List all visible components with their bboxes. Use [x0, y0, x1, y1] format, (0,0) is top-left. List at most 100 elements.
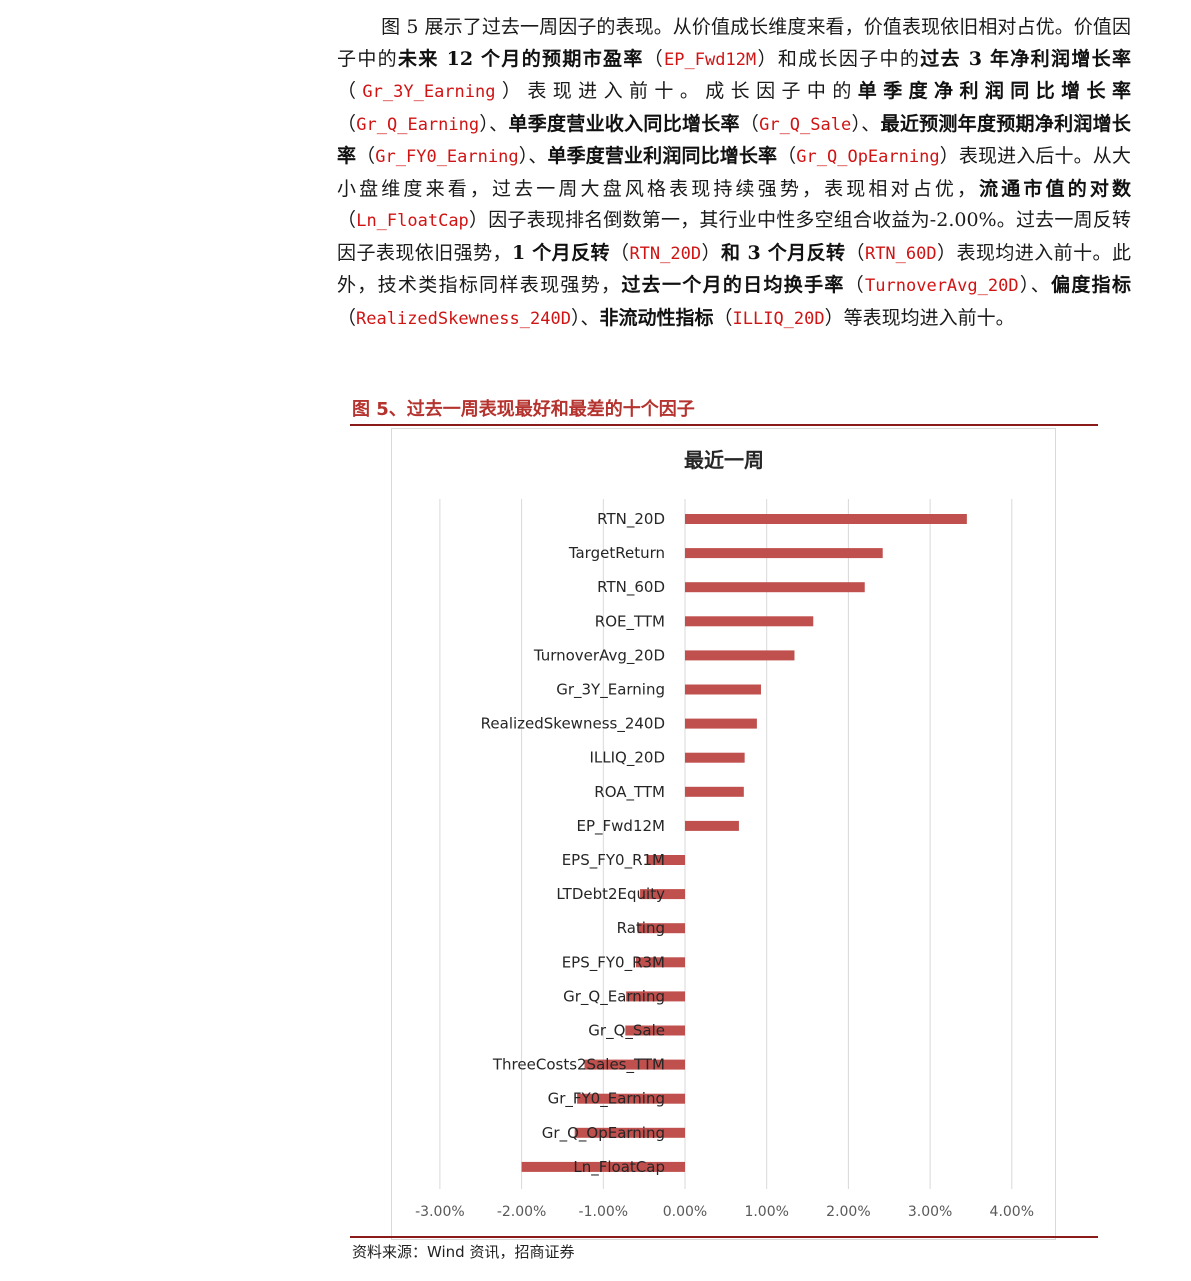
category-label: Gr_Q_OpEarning — [542, 1124, 665, 1143]
bar — [685, 684, 761, 695]
category-label: Gr_3Y_Earning — [556, 681, 665, 700]
text-run: ）因子表现排名倒数第一，其行业中性多空组合收益为-2.00%。过去一周反转因子表… — [337, 209, 1131, 264]
bold-factor-name: 过去一个月的日均换手率 — [621, 274, 845, 296]
text-run: （ — [337, 209, 357, 231]
text-run: （ — [337, 112, 357, 135]
bold-factor-name: 最近预测年度预期净利润增长率 — [337, 112, 1131, 168]
bar-chart: RTN_20D TargetReturn RTN_60D ROE_TTM Turnove… — [415, 448, 1034, 1220]
bold-factor-name: 和 3 个月反转 — [720, 241, 846, 264]
x-tick-label: 3.00% — [908, 1204, 952, 1220]
factor-code: EP_Fwd12M — [664, 49, 757, 70]
text-run: （ — [643, 47, 665, 70]
bar — [685, 718, 757, 729]
category-label: Gr_Q_Earning — [563, 987, 665, 1006]
source-note: 资料来源：Wind 资讯，招商证券 — [352, 1243, 575, 1261]
x-tick-label: 2.00% — [826, 1204, 870, 1220]
category-label: LTDebt2Equity — [556, 885, 665, 903]
grid-lines — [439, 499, 1013, 1189]
category-label: ROA_TTM — [594, 783, 665, 802]
figure-bottom-rule — [350, 1236, 1098, 1238]
factor-code: RTN_60D — [864, 243, 937, 264]
category-label: TurnoverAvg_20D — [533, 646, 665, 665]
text-run: ）、 — [518, 145, 548, 167]
factor-code: Gr_3Y_Earning — [362, 82, 496, 102]
category-label: TargetReturn — [568, 544, 665, 562]
figure-title: 图 5、过去一周表现最好和最差的十个因子 — [352, 399, 695, 420]
category-label: ROE_TTM — [595, 612, 665, 631]
bold-factor-name: 1 个月反转 — [511, 241, 610, 264]
bold-factor-name: 非流动性指标 — [599, 306, 714, 329]
figure-top-rule — [350, 424, 1098, 426]
category-label: Rating — [617, 919, 665, 937]
bar — [685, 752, 745, 763]
category-label: EPS_FY0_R3M — [562, 953, 665, 972]
x-tick-label: -2.00% — [497, 1204, 547, 1220]
bold-factor-name: 单季度营业收入同比增长率 — [508, 112, 740, 135]
chart-title: 最近一周 — [684, 448, 764, 472]
bar — [685, 582, 865, 593]
factor-code: Gr_Q_Earning — [356, 114, 480, 135]
bar — [521, 1161, 685, 1172]
bar — [685, 548, 883, 559]
category-label: EP_Fwd12M — [577, 817, 665, 836]
chart-frame: RTN_20D TargetReturn RTN_60D ROE_TTM Turnove… — [391, 428, 1056, 1240]
text-run: ）、 — [479, 112, 509, 135]
category-label: RealizedSkewness_240D — [481, 715, 665, 734]
text-run: ）、 — [851, 112, 881, 135]
factor-code: Gr_Q_OpEarning — [796, 147, 940, 167]
x-tick-label: 1.00% — [744, 1204, 788, 1220]
text-run: （ — [337, 80, 363, 102]
text-run: ）、 — [570, 306, 600, 329]
factor-code: Gr_FY0_Earning — [375, 147, 519, 167]
category-label: RTN_60D — [597, 578, 665, 597]
bar — [646, 855, 685, 865]
bold-factor-name: 过去 3 年净利润增长率 — [920, 47, 1131, 70]
factor-code: Ln_FloatCap — [356, 211, 469, 231]
bar — [574, 1127, 685, 1138]
bar — [577, 1093, 685, 1104]
text-run: ）和成长因子中的 — [756, 47, 921, 70]
bar — [640, 889, 685, 900]
factor-code: ILLIQ_20D — [732, 308, 825, 329]
x-tick-labels: -3.00% -2.00% -1.00% 0.00% 1.00% 2.00% 3.00% 4.… — [415, 1204, 1034, 1220]
text-run: （ — [845, 241, 865, 264]
category-label: RTN_20D — [597, 510, 665, 529]
x-tick-label: -3.00% — [415, 1204, 465, 1220]
text-run: （ — [337, 306, 357, 329]
bar — [625, 1025, 685, 1036]
bar — [584, 1059, 685, 1070]
bar — [685, 650, 795, 661]
bold-factor-name: 偏度指标 — [1051, 274, 1131, 296]
x-tick-label: 0.00% — [663, 1204, 707, 1220]
text-run: （ — [713, 306, 733, 329]
bar — [635, 957, 685, 968]
text-run: （ — [777, 145, 797, 167]
category-label: Gr_Q_Sale — [588, 1022, 665, 1041]
text-run: ）表现进入后十。从大小盘维度来看，过去一周大盘风格表现持续强势，表现相对占优， — [337, 145, 1131, 200]
text-run: ）等表现均进入前十。 — [824, 306, 1015, 329]
bold-factor-name: 单季度净利润同比增长率 — [857, 80, 1131, 102]
category-label: EPS_FY0_R1M — [562, 851, 665, 870]
bold-factor-name: 单季度营业利润同比增长率 — [547, 145, 778, 167]
bar — [685, 786, 744, 797]
category-label: Ln_FloatCap — [573, 1158, 665, 1177]
category-label: ThreeCosts2Sales_TTM — [492, 1056, 665, 1075]
text-run: 图 5 展示了过去一周因子的表现。从价值成长维度来看，价值表现依旧相对占优。价值… — [337, 16, 1131, 70]
text-run: ） — [701, 241, 721, 264]
bar — [637, 923, 685, 934]
text-run: ）表现均进入前十。此外，技术类指标同样表现强势， — [337, 241, 1131, 297]
text-run: （ — [844, 274, 866, 296]
bar — [626, 991, 685, 1002]
text-run: （ — [609, 241, 630, 264]
category-labels: RTN_20D TargetReturn RTN_60D ROE_TTM Turnove… — [481, 510, 665, 1177]
factor-code: RealizedSkewness_240D — [356, 308, 571, 329]
bar — [685, 514, 967, 524]
text-run: （ — [739, 112, 760, 135]
bold-factor-name: 流通市值的对数 — [979, 177, 1131, 200]
text-run: ）表现进入前十。成长因子中的 — [495, 80, 858, 102]
text-run: （ — [356, 145, 376, 167]
body-paragraph: 图 5 展示了过去一周因子的表现。从价值成长维度来看，价值表现依旧相对占优。价值… — [337, 12, 1131, 335]
category-label: Gr_FY0_Earning — [548, 1090, 665, 1109]
factor-code: TurnoverAvg_20D — [865, 276, 1019, 296]
bold-factor-name: 未来 12 个月的预期市盈率 — [398, 47, 644, 70]
